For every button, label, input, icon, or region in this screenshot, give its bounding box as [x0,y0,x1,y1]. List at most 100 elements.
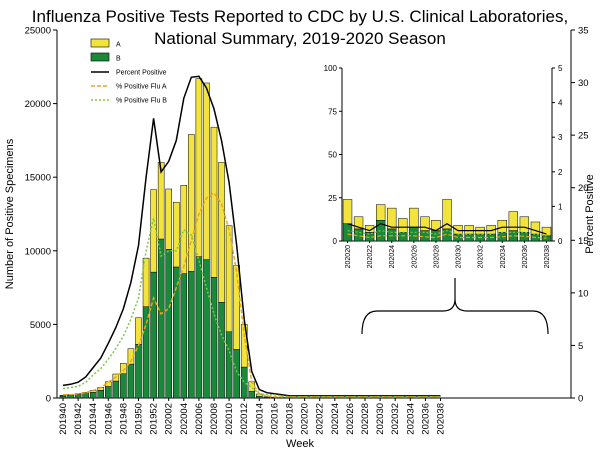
inset-bar-a [420,216,430,231]
x-tick-label: 202024 [330,403,341,435]
x-tick-label: 201946 [103,403,114,435]
x-tick-label: 202028 [360,403,371,435]
inset-bar-a [387,207,397,230]
x-tick-label: 201942 [73,403,84,435]
percent-flu-a-line [63,191,441,398]
x-tick-label: 202018 [285,403,296,435]
chart-title-line1: Influenza Positive Tests Reported to CDC… [32,7,568,26]
inset-bar-a [353,216,364,230]
inset-y2-tick-label: 5 [558,64,563,73]
inset-x-tick-label: 202032 [478,245,485,268]
inset-bar-a [464,225,474,235]
inset-bar-b [342,223,353,242]
bar-b [225,331,233,399]
inset-bar-a [409,207,419,228]
inset-bar-b [420,230,430,242]
legend-label: Percent Positive [116,70,167,77]
bar-b [165,249,172,399]
inset-percent-flu-b-line [347,229,547,237]
y2-tick-label: 25 [578,131,589,142]
bar-b [112,380,120,399]
bar-b [120,373,127,399]
bar-b [180,273,188,399]
x-tick-label: 201950 [134,403,145,435]
inset-bar-a [530,221,541,235]
bar-b [210,277,218,399]
inset-y-tick-label: 50 [328,151,337,160]
bar-b [142,306,150,399]
inset-percent-flu-a-line [347,233,547,239]
inset-bar-a [519,216,530,233]
bar-b [105,386,112,399]
inset-bar-a [442,199,452,230]
inset-y2-tick-label: 2 [558,168,563,177]
inset-y-tick-label: 25 [328,194,337,203]
x-tick-label: 202036 [420,403,431,435]
inset-x-tick-label: 202026 [411,245,418,268]
bar-a [150,189,157,273]
bar-b [135,344,142,399]
x-tick-label: 201940 [58,403,69,435]
inset-y2-tick-label: 1 [558,202,563,211]
x-tick-label: 202030 [375,403,386,435]
inset-x-tick-label: 202038 [544,245,551,268]
bar-b [157,238,165,399]
inset-bar-a [398,218,408,233]
y-tick-label: 20000 [25,99,51,110]
x-tick-label: 202010 [224,403,235,435]
y-tick-label: 10000 [25,246,51,257]
inset-bar-a [342,199,353,224]
x-tick-label: 202032 [390,403,401,435]
x-tick-label: 202034 [405,403,416,435]
x-tick-label: 201948 [118,403,129,435]
bar-b [97,390,105,399]
inset-bar-b [409,226,419,242]
bar-a [180,185,188,274]
legend-label: B [116,56,121,63]
inset-x-tick-label: 202022 [367,245,374,268]
y-axis-label: Number of Positive Specimens [4,138,16,289]
bar-a [142,257,150,307]
inset-y2-tick-label: 4 [558,99,563,108]
inset-percent-positive-line [347,222,547,235]
bar-a [157,162,165,240]
inset-x-tick-label: 202020 [345,245,352,268]
inset-bar-a [508,211,518,231]
inset-bar-a [376,204,386,221]
zoom-brace [361,298,549,335]
inset-x-tick-label: 202034 [500,245,507,268]
inset-x-tick-label: 202030 [456,245,463,268]
legend-swatch [90,38,110,48]
bar-a [120,363,127,374]
x-tick-label: 202004 [179,403,190,435]
inset-bar-b [387,228,397,242]
bar-a [195,78,203,257]
x-tick-label: 202020 [300,403,311,435]
percent-positive-line [62,75,441,397]
bar-b [82,393,89,399]
bar-a [172,201,180,268]
inset-y-tick-label: 75 [328,107,337,116]
bar-a [218,162,225,303]
chart-title-line2: National Summary, 2019-2020 Season [154,29,446,48]
bar-b [172,266,180,399]
bar-b [127,363,135,399]
bar-b [188,271,195,399]
inset-bar-b [398,232,408,242]
y2-tick-label: 35 [578,26,589,37]
bar-a [210,126,218,278]
bar-b [74,394,82,399]
x-tick-label: 202014 [254,403,265,435]
bar-b [89,392,97,399]
inset-x-tick-label: 202028 [433,245,440,268]
inset-y-tick-label: 100 [324,64,338,73]
bar-a [240,324,248,368]
legend-label: % Positive Flu A [116,84,167,91]
inset-bar-a [497,219,507,233]
bar-b [240,366,248,399]
inset-y2-tick-label: 3 [558,133,563,142]
y2-tick-label: 10 [578,288,589,299]
y2-tick-label: 0 [578,394,583,405]
y-tick-label: 0 [46,394,51,405]
